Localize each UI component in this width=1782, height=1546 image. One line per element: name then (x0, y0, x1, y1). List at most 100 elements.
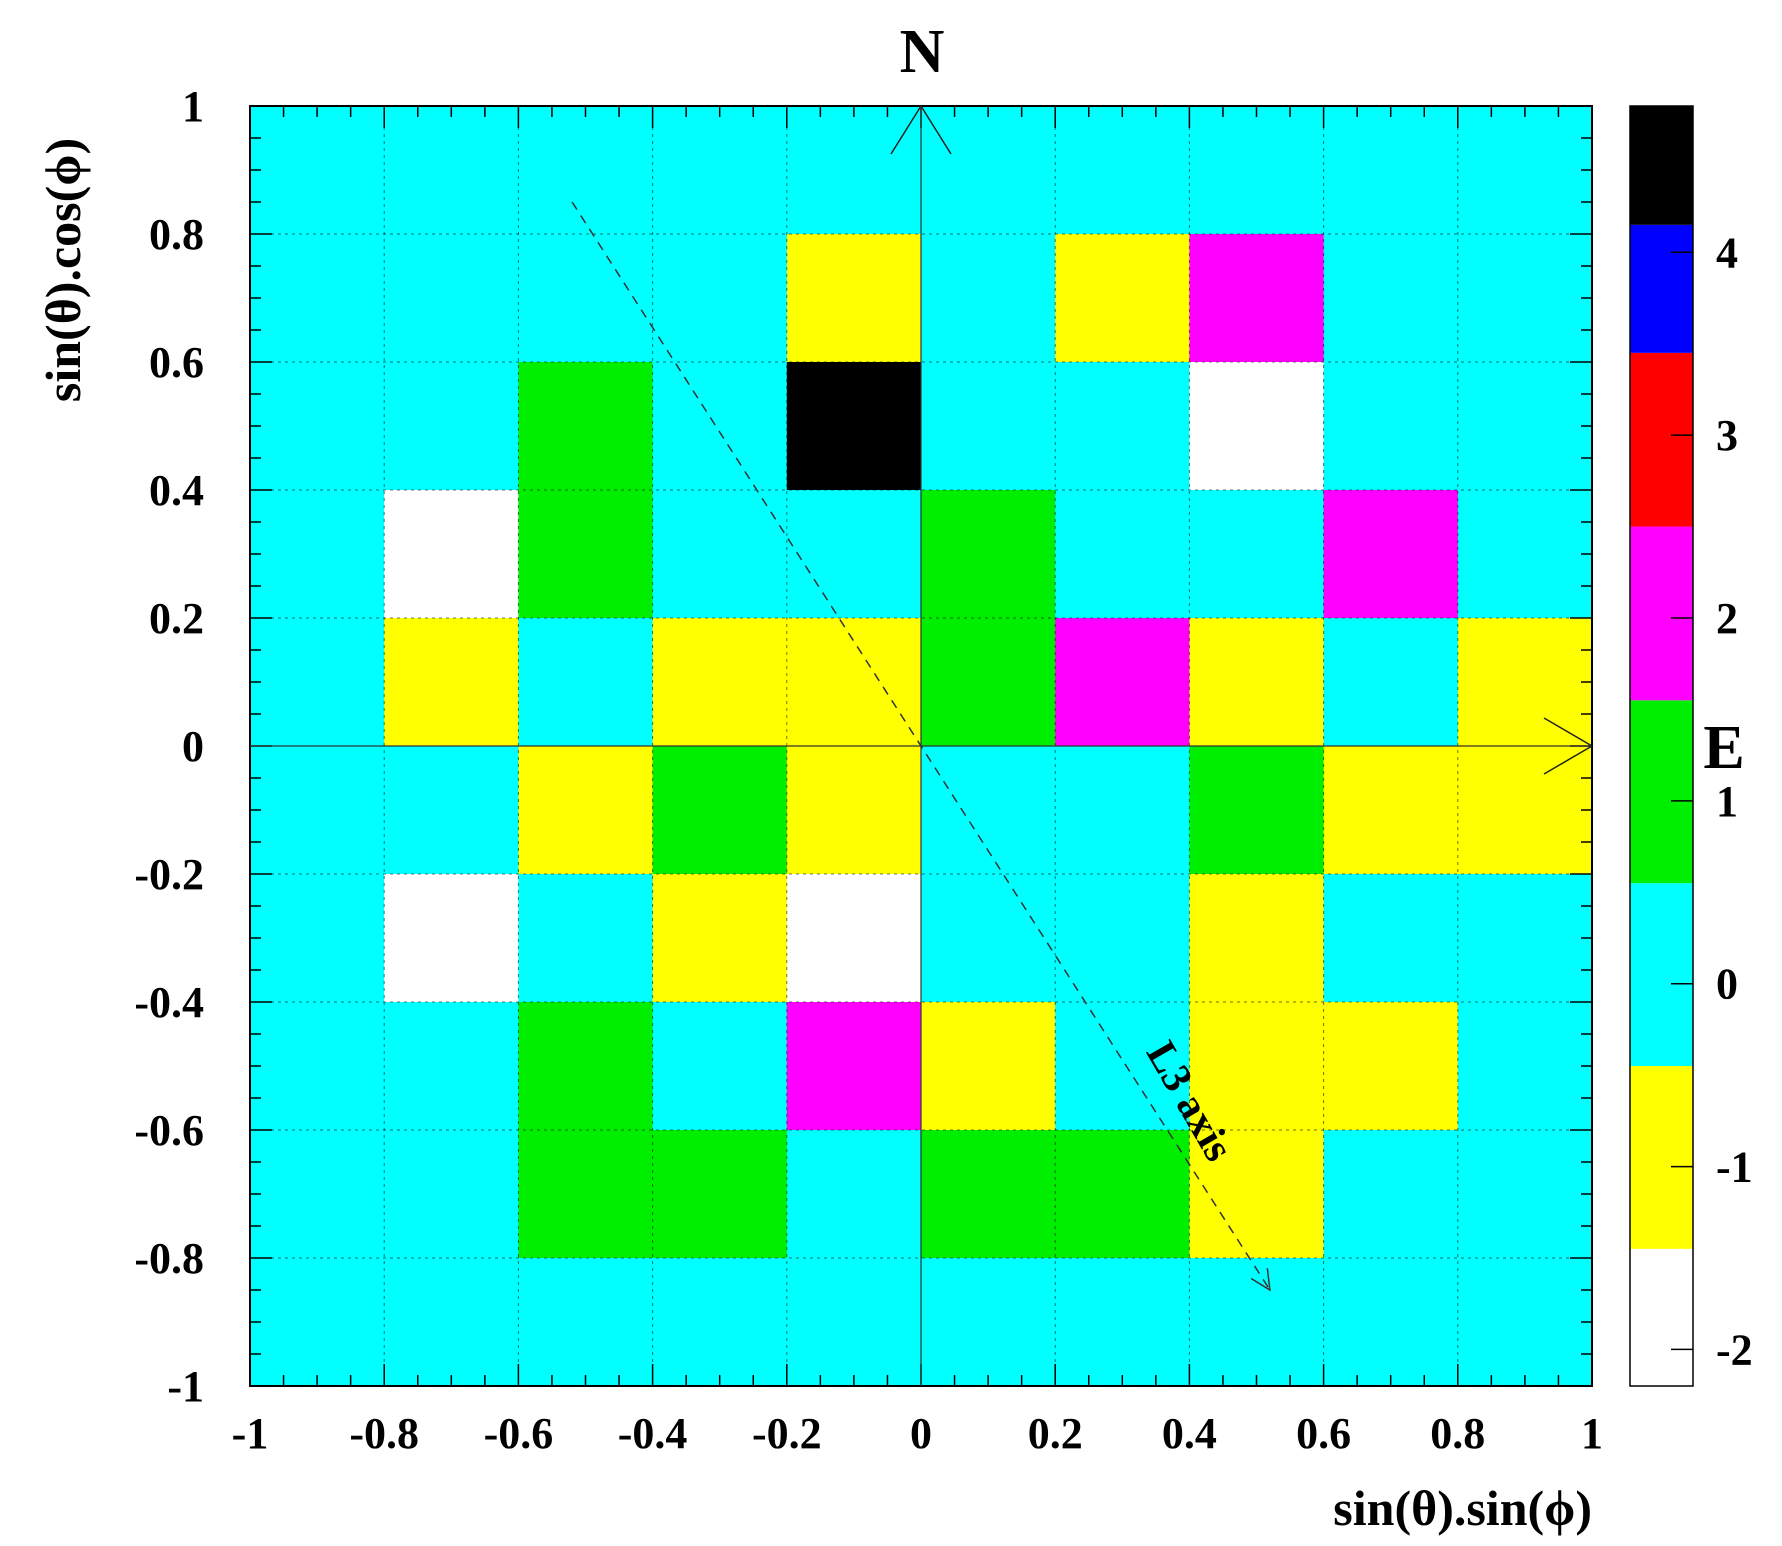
heatmap-cell (518, 1258, 654, 1387)
heatmap-cell (250, 1258, 385, 1387)
heatmap-cell (384, 618, 519, 747)
heatmap-cell (518, 1130, 654, 1259)
heatmap-cell (1055, 874, 1190, 1003)
heatmap-cell (1323, 874, 1459, 1003)
heatmap-cell (1189, 106, 1325, 235)
heatmap-cell (1323, 1258, 1459, 1387)
heatmap-cell (384, 234, 519, 363)
color-scale-band (1630, 224, 1693, 353)
x-tick-label: 0 (910, 1409, 932, 1458)
heatmap-cell (1189, 618, 1325, 747)
x-tick-label: 1 (1581, 1409, 1603, 1458)
y-tick-label: 0.4 (149, 466, 204, 515)
heatmap-cell (1055, 1002, 1190, 1131)
heatmap-cell (384, 362, 519, 491)
heatmap-cell (250, 1130, 385, 1259)
heatmap-cell (1189, 1002, 1325, 1131)
heatmap-cell (1323, 618, 1459, 747)
color-scale-bar (1629, 105, 1694, 1387)
heatmap-cell (384, 1258, 519, 1387)
heatmap-cell (250, 362, 385, 491)
heatmap-cell (1055, 106, 1190, 235)
x-tick-label: -0.4 (618, 1409, 688, 1458)
heatmap-cell (1323, 106, 1459, 235)
heatmap-cell (518, 106, 654, 235)
color-scale-band (1630, 106, 1693, 225)
heatmap-cell (1055, 234, 1190, 363)
y-tick-label: -0.6 (134, 1106, 204, 1155)
heatmap-cell (921, 362, 1056, 491)
heatmap-cell (652, 362, 788, 491)
color-scale-tick-label: -1 (1716, 1143, 1753, 1192)
y-tick-label: 0 (182, 722, 204, 771)
heatmap-cell (1189, 234, 1325, 363)
heatmap-cell (250, 746, 385, 875)
heatmap-cell (250, 234, 385, 363)
x-tick-label: -1 (232, 1409, 269, 1458)
heatmap-cell (1189, 746, 1325, 875)
heatmap-cell (518, 746, 654, 875)
heatmap-cells (250, 106, 1593, 1387)
l3-axis-line (571, 201, 1271, 1292)
color-scale-tick-label: 0 (1716, 960, 1738, 1009)
heatmap-cell (1323, 746, 1459, 875)
color-scale-band (1630, 526, 1693, 701)
heatmap-cell (1189, 490, 1325, 619)
heatmap-cell (921, 1002, 1056, 1131)
heatmap-cell (921, 106, 1056, 235)
x-axis-title: sin(θ).sin(ϕ) (1333, 1480, 1592, 1536)
y-tick-label: -0.2 (134, 850, 204, 899)
heatmap-cell (786, 362, 922, 491)
heatmap-cell (518, 1002, 654, 1131)
heatmap-cell (1457, 362, 1593, 491)
heatmap-cell (518, 874, 654, 1003)
heatmap-cell (1055, 1130, 1190, 1259)
color-scale-tick-label: 3 (1716, 411, 1738, 460)
heatmap-cell (786, 1258, 922, 1387)
heatmap-cell (1189, 1130, 1325, 1259)
color-scale-tick-labels: 4 3 2 1 0 -1 -2 (1671, 228, 1753, 1374)
x-tick-label: -0.8 (349, 1409, 419, 1458)
heatmap-cell (921, 746, 1056, 875)
heatmap-cell (652, 746, 788, 875)
heatmap-cell (384, 874, 519, 1003)
heatmap-cell (1323, 1130, 1459, 1259)
heatmap-cell (921, 874, 1056, 1003)
heatmap-cell (652, 618, 788, 747)
y-tick-labels: -1 -0.8 -0.6 -0.4 -0.2 0 0.2 0.4 0.6 0.8 1 (134, 82, 204, 1411)
y-tick-label: -0.8 (134, 1234, 204, 1283)
heatmap-cell (652, 874, 788, 1003)
heatmap-cell (1189, 362, 1325, 491)
heatmap-cell (786, 490, 922, 619)
y-tick-label: -1 (167, 1362, 204, 1411)
heatmap-cell (518, 618, 654, 747)
heatmap-cell (518, 490, 654, 619)
heatmap-cell (1457, 618, 1593, 747)
heatmap-cell (1457, 1130, 1593, 1259)
heatmap-cell (1323, 362, 1459, 491)
heatmap-cell (786, 1130, 922, 1259)
heatmap-cell (1055, 618, 1190, 747)
x-tick-labels: -1 -0.8 -0.6 -0.4 -0.2 0 0.2 0.4 0.6 0.8 1 (232, 1409, 1603, 1458)
y-tick-label: 0.2 (149, 594, 204, 643)
heatmap-cell (921, 618, 1056, 747)
heatmap-cell (1323, 234, 1459, 363)
x-tick-label: 0.2 (1028, 1409, 1083, 1458)
color-scale-frame (1629, 105, 1694, 1387)
heatmap-cell (652, 1002, 788, 1131)
heatmap-cell (384, 1002, 519, 1131)
x-tick-label: 0.4 (1162, 1409, 1217, 1458)
color-scale-tick-label: 2 (1716, 594, 1738, 643)
heatmap-cell (518, 234, 654, 363)
color-scale-band (1630, 883, 1693, 1066)
heatmap-cell (250, 1002, 385, 1131)
heatmap-cell (652, 106, 788, 235)
color-scale-band (1630, 1248, 1693, 1386)
heatmap-cell (786, 106, 922, 235)
axis-ticks (249, 105, 1593, 1387)
heatmap-cell (1323, 1002, 1459, 1131)
heatmap-cell (786, 618, 922, 747)
heatmap-cell (1457, 1002, 1593, 1131)
color-scale-band (1630, 700, 1693, 884)
